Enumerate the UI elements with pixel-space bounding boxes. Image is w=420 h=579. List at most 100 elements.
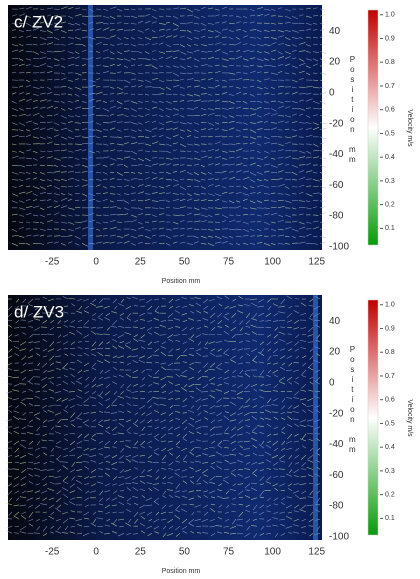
- vector: [190, 405, 195, 409]
- vector: [312, 29, 318, 31]
- vector: [47, 410, 55, 413]
- vector: [312, 79, 319, 81]
- vector: [55, 425, 62, 428]
- vector: [6, 391, 13, 394]
- vector: [131, 459, 139, 463]
- vector: [252, 360, 258, 364]
- vector: [28, 362, 34, 364]
- vector: [200, 228, 207, 231]
- vector: [188, 376, 195, 380]
- vector: [19, 341, 27, 346]
- vector: [95, 64, 102, 67]
- vector: [35, 447, 41, 451]
- vector: [286, 447, 293, 451]
- vector: [46, 185, 52, 187]
- vector: [46, 30, 53, 34]
- vector: [139, 480, 146, 484]
- vector: [109, 127, 116, 130]
- vector: [69, 490, 76, 493]
- vector: [158, 28, 165, 31]
- vector: [253, 533, 258, 539]
- vector: [284, 92, 290, 95]
- vector: [307, 341, 314, 343]
- vector: [305, 15, 312, 18]
- vector: [239, 369, 244, 374]
- vector: [123, 121, 131, 123]
- vector: [319, 72, 327, 75]
- vector: [39, 115, 45, 118]
- vector: [109, 120, 117, 123]
- vector: [260, 483, 265, 486]
- vector: [238, 405, 244, 410]
- vector: [252, 469, 258, 474]
- vector: [109, 186, 116, 188]
- vector: [165, 101, 172, 104]
- vector: [298, 70, 305, 74]
- vector: [77, 524, 83, 527]
- vector: [249, 44, 256, 46]
- vector: [223, 382, 230, 385]
- vector: [293, 475, 300, 477]
- vector: [165, 28, 171, 31]
- vector: [62, 518, 69, 524]
- colorbar-tick-label: 0.5: [385, 420, 395, 427]
- vector: [18, 36, 24, 38]
- vector: [25, 129, 31, 132]
- vector: [193, 207, 200, 211]
- vector: [151, 127, 158, 130]
- vector: [312, 15, 319, 17]
- vector: [39, 192, 46, 194]
- vector: [77, 346, 83, 349]
- vector: [201, 333, 209, 335]
- vector: [137, 226, 144, 230]
- vector: [67, 228, 74, 232]
- vector: [242, 207, 248, 209]
- vector: [53, 149, 61, 152]
- vector: [194, 446, 202, 449]
- vector: [280, 417, 286, 420]
- vector: [54, 476, 62, 479]
- vector: [260, 405, 265, 409]
- vector: [63, 409, 69, 413]
- vector: [46, 22, 53, 25]
- vector: [263, 136, 270, 140]
- colorbar-tick-label: 0.2: [385, 201, 395, 208]
- vector: [28, 419, 34, 423]
- vector: [14, 334, 20, 337]
- vector: [102, 15, 110, 19]
- vector: [49, 381, 55, 385]
- vector: [270, 93, 276, 96]
- x-axis-label: Position mm: [162, 278, 201, 285]
- x-tick-label: 125: [308, 257, 325, 268]
- vector: [168, 381, 174, 385]
- vector: [63, 362, 69, 369]
- vector: [99, 369, 104, 374]
- vector: [158, 51, 166, 54]
- vector: [25, 157, 32, 160]
- vector: [165, 179, 173, 181]
- vector: [172, 184, 180, 187]
- vector: [281, 440, 286, 446]
- vector: [11, 108, 19, 111]
- vector: [189, 297, 195, 300]
- vector: [280, 502, 286, 506]
- vector: [140, 319, 146, 321]
- vector: [230, 440, 237, 444]
- vector: [235, 214, 241, 216]
- vector: [130, 199, 136, 201]
- vector: [202, 532, 209, 534]
- vector: [133, 334, 139, 338]
- vector: [249, 8, 255, 12]
- vector: [43, 462, 48, 465]
- vector: [179, 241, 186, 244]
- vector: [11, 92, 17, 95]
- vector: [172, 50, 180, 52]
- vector: [20, 476, 27, 481]
- vector: [203, 347, 209, 349]
- vector: [270, 86, 275, 90]
- vector: [172, 241, 178, 244]
- vector: [33, 312, 41, 317]
- vector: [56, 348, 62, 352]
- vector: [25, 35, 32, 38]
- vector: [102, 37, 110, 40]
